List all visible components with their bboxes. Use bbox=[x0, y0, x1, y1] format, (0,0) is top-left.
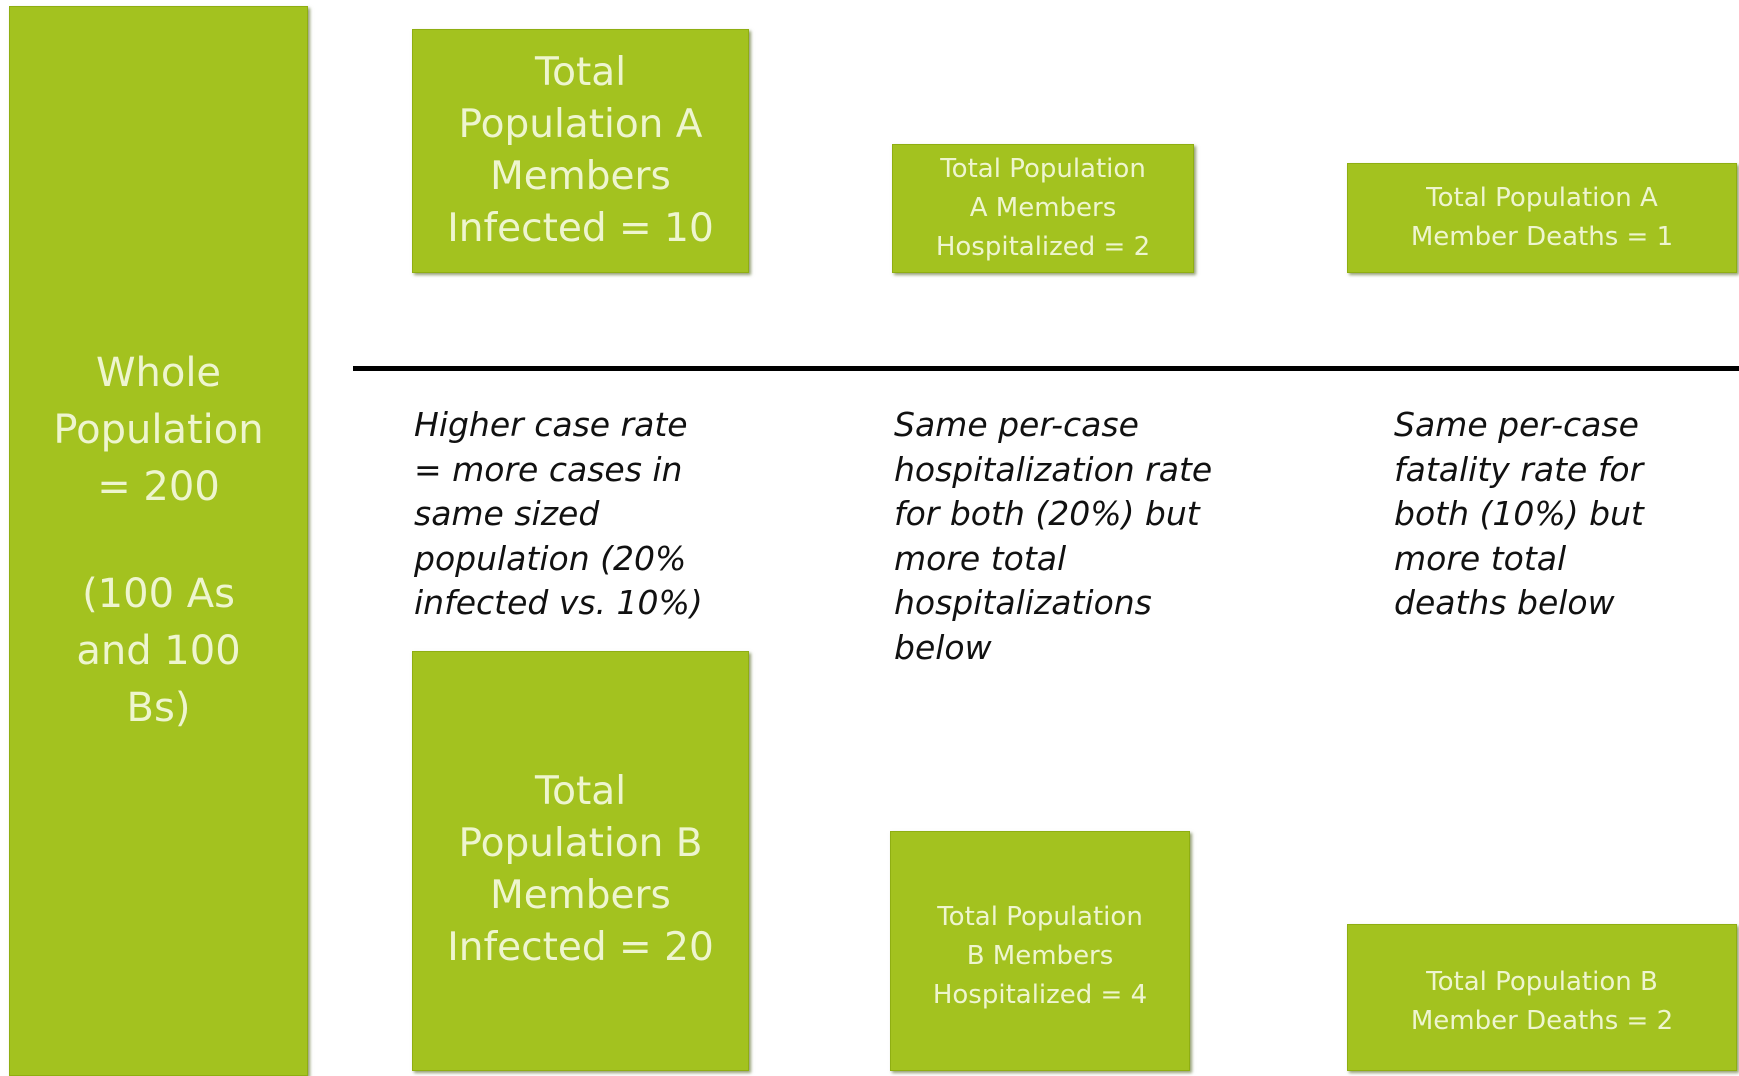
a-deaths-box: Total Population A Member Deaths = 1 bbox=[1347, 163, 1737, 273]
node-label-line: Total Population B bbox=[1426, 967, 1658, 997]
node-label-line: Hospitalized = 2 bbox=[935, 232, 1151, 262]
node-label-line: Hospitalized = 4 bbox=[932, 980, 1148, 1010]
node-label-line: Infected = 10 bbox=[447, 206, 714, 251]
note-line: same sized bbox=[414, 494, 600, 533]
node-label-line: B Members bbox=[966, 941, 1114, 971]
node-label-line: Total Population A bbox=[1426, 183, 1658, 213]
a-infected-box: Total Population A Members Infected = 10 bbox=[412, 29, 749, 273]
note-line: hospitalizations bbox=[894, 583, 1152, 622]
node-label-line: A Members bbox=[969, 193, 1117, 223]
node-label-line: Population A bbox=[458, 102, 703, 147]
whole-subnote-line: and 100 bbox=[76, 628, 241, 674]
note-line: Same per-case bbox=[894, 405, 1139, 444]
note-line: more total bbox=[894, 538, 1067, 578]
whole-label-line: Population bbox=[53, 407, 264, 453]
whole-population-box: Whole Population = 200 (100 As and 100 Bs) bbox=[9, 6, 308, 1076]
note-line: infected vs. 10%) bbox=[414, 583, 703, 622]
note-line: fatality rate for bbox=[1394, 449, 1644, 489]
whole-label-line: Whole bbox=[95, 350, 222, 396]
note-line: population (20% bbox=[414, 538, 687, 578]
b-hospitalized-box: Total Population B Members Hospitalized = … bbox=[890, 831, 1190, 1071]
note-line: Higher case rate bbox=[414, 405, 688, 444]
node-label-line: Total Population bbox=[940, 154, 1146, 184]
node-label-line: Member Deaths = 1 bbox=[1410, 222, 1674, 252]
hospitalization-note: Same per-case hospitalization rate for bot… bbox=[894, 403, 1212, 670]
case-rate-note: Higher case rate = more cases in same size… bbox=[414, 403, 703, 626]
note-line: for both (20%) but bbox=[894, 494, 1200, 533]
note-line: more total bbox=[1394, 538, 1567, 578]
b-deaths-box: Total Population B Member Deaths = 2 bbox=[1347, 924, 1737, 1071]
note-line: hospitalization rate bbox=[894, 449, 1213, 489]
node-label-line: Members bbox=[490, 873, 671, 918]
a-hospitalized-box: Total Population A Members Hospitalized = … bbox=[892, 144, 1194, 273]
note-line: deaths below bbox=[1394, 583, 1615, 622]
b-infected-box: Total Population B Members Infected = 20 bbox=[412, 651, 749, 1071]
node-label-line: Members bbox=[490, 154, 671, 199]
node-label-line: Total bbox=[534, 50, 627, 95]
node-label-line: Total Population bbox=[937, 902, 1143, 932]
note-line: below bbox=[894, 627, 992, 667]
node-label-line: Total bbox=[534, 769, 627, 814]
whole-subnote-line: Bs) bbox=[126, 685, 191, 731]
note-line: Same per-case bbox=[1394, 405, 1639, 444]
whole-subnote-line: (100 As bbox=[82, 571, 235, 617]
fatality-note: Same per-case fatality rate for both (10%)… bbox=[1394, 403, 1644, 626]
divider-line bbox=[353, 366, 1739, 371]
note-line: both (10%) but bbox=[1394, 494, 1644, 533]
note-line: = more cases in bbox=[414, 449, 683, 489]
whole-label-line: = 200 bbox=[97, 464, 220, 510]
node-label-line: Population B bbox=[458, 821, 703, 866]
node-label-line: Member Deaths = 2 bbox=[1410, 1006, 1674, 1036]
node-label-line: Infected = 20 bbox=[447, 925, 714, 970]
